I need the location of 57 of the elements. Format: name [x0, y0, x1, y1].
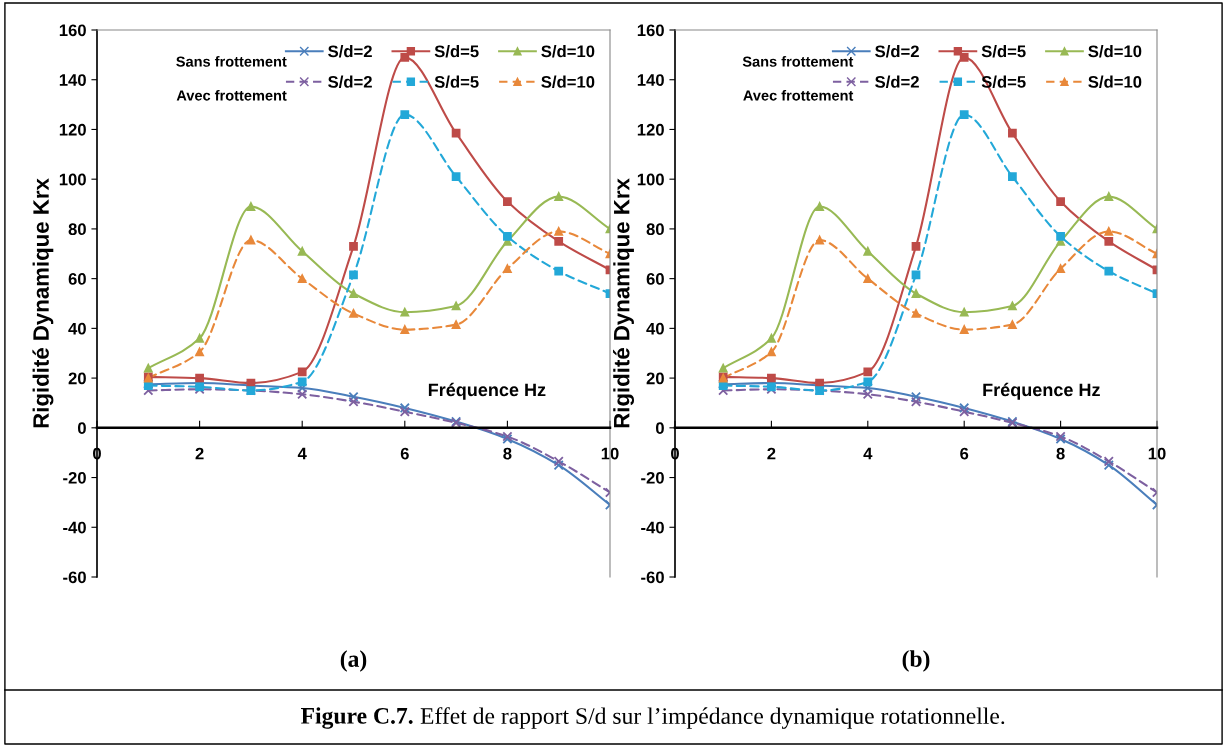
- y-tick-label: -20: [63, 471, 86, 484]
- y-tick-label: -60: [63, 571, 86, 584]
- text: (b): [902, 650, 930, 672]
- text: Figure C.7.: [301, 707, 413, 729]
- y-tick-label: 20: [646, 372, 664, 385]
- y-axis-title: Rigidité Dynamique Krx: [613, 178, 635, 428]
- y-tick-label: 120: [637, 123, 664, 136]
- legend-label: S/d=10: [541, 75, 595, 88]
- y-tick-label: 60: [646, 273, 664, 285]
- y-tick-label: 40: [646, 322, 664, 335]
- y-tick-label: 20: [68, 372, 86, 385]
- y-tick-label: 60: [68, 273, 86, 285]
- text: (a): [340, 650, 367, 672]
- x-tick-label: 4: [297, 447, 307, 460]
- y-tick-label: -20: [641, 471, 664, 484]
- x-axis-title: Fréquence Hz: [983, 382, 1100, 400]
- legend-label: S/d=5: [434, 75, 479, 88]
- annotation: Avec frottement: [743, 89, 854, 101]
- x-tick-label: 4: [863, 447, 873, 460]
- x-tick-label: 6: [400, 447, 409, 460]
- x-axis-title: Fréquence Hz: [428, 382, 546, 400]
- y-tick-label: 100: [637, 173, 664, 186]
- legend-label: S/d=10: [1088, 75, 1142, 88]
- legend-label: S/d=2: [328, 45, 372, 58]
- x-tick-label: 8: [1056, 447, 1065, 460]
- x-tick-label: 10: [601, 447, 619, 460]
- text: Effet de rapport S/d sur l’impédance dynamique rotationnelle.: [420, 707, 1005, 729]
- x-tick-label: 6: [960, 447, 969, 460]
- y-tick-label: 160: [59, 24, 86, 37]
- y-tick-label: -40: [641, 521, 664, 534]
- annotation: Sans frottement: [176, 56, 287, 67]
- y-tick-label: 80: [68, 223, 86, 236]
- y-tick-label: 140: [637, 74, 664, 86]
- y-tick-label: 160: [637, 24, 664, 37]
- y-tick-label: 120: [59, 123, 86, 136]
- x-tick-label: 2: [195, 447, 204, 460]
- legend-label: S/d=2: [875, 75, 919, 88]
- y-tick-label: 0: [655, 422, 664, 435]
- y-tick-label: -60: [641, 571, 664, 584]
- x-tick-label: 8: [503, 447, 512, 460]
- annotation: Avec frottement: [176, 89, 287, 101]
- x-tick-label: 2: [767, 447, 776, 460]
- annotation: Sans frottement: [742, 56, 854, 67]
- y-tick-label: 40: [68, 322, 86, 335]
- y-axis-title: Rigidité Dynamique Krx: [32, 178, 54, 428]
- legend-label: S/d=5: [434, 45, 479, 58]
- legend-label: S/d=5: [981, 45, 1026, 58]
- y-tick-label: 80: [646, 223, 664, 236]
- y-tick-label: 100: [59, 173, 86, 186]
- y-tick-label: 0: [77, 422, 86, 435]
- legend-label: S/d=2: [328, 75, 372, 88]
- legend-label: S/d=2: [875, 45, 919, 58]
- y-tick-label: -40: [63, 521, 86, 534]
- y-tick-label: 140: [59, 74, 86, 86]
- legend-label: S/d=10: [1088, 45, 1142, 58]
- legend-label: S/d=10: [541, 45, 595, 58]
- x-tick-label: 10: [1148, 447, 1166, 460]
